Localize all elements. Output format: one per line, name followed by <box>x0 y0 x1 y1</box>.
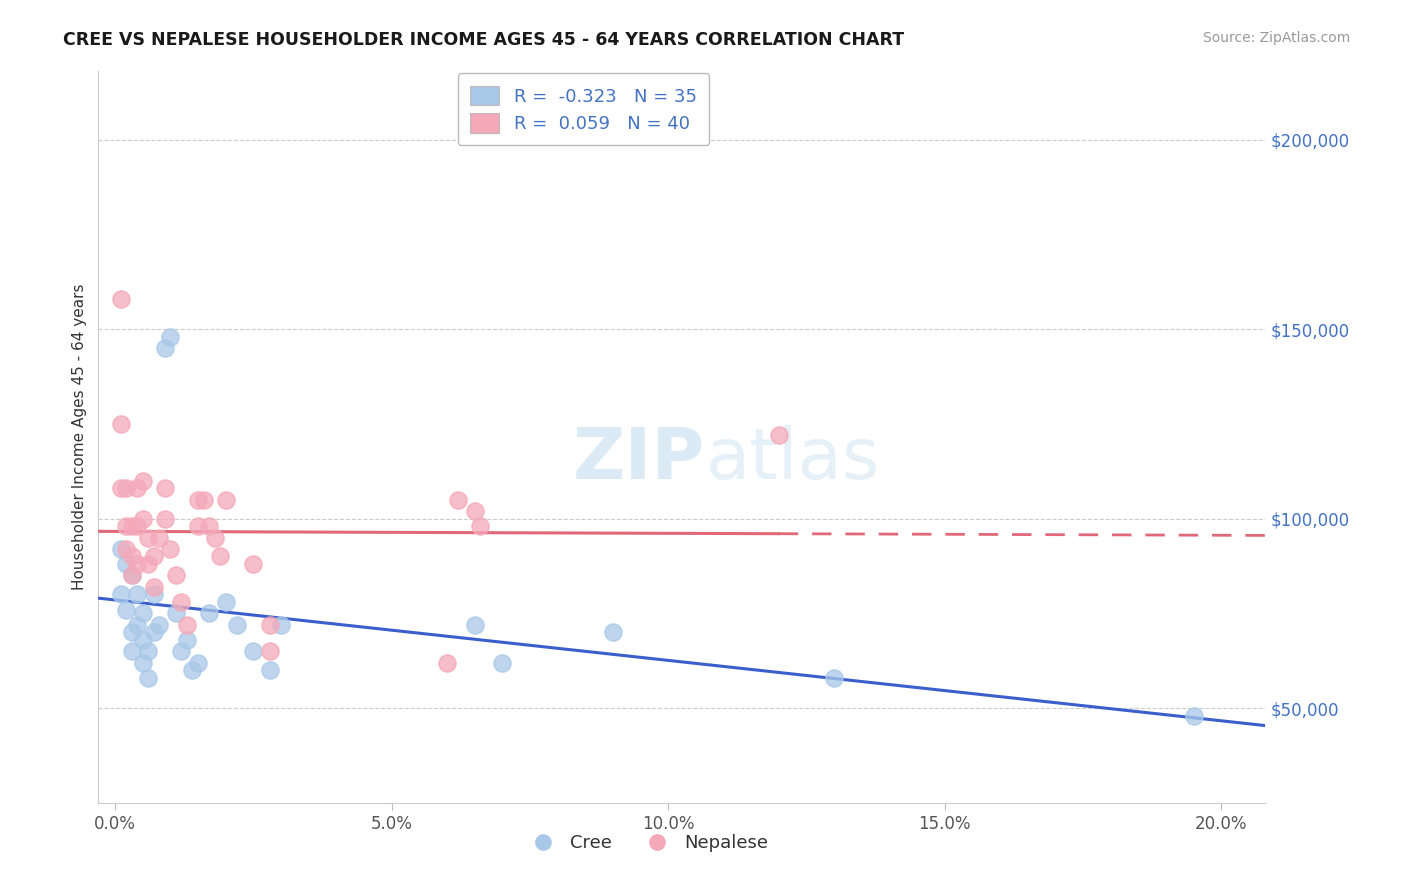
Point <box>127 617 149 632</box>
Point <box>153 341 176 355</box>
Point <box>142 549 165 564</box>
Legend: Cree, Nepalese: Cree, Nepalese <box>517 827 776 860</box>
Point <box>121 644 143 658</box>
Point <box>187 519 209 533</box>
Point <box>1182 708 1205 723</box>
Point <box>121 625 143 640</box>
Point <box>131 607 153 621</box>
Point <box>153 511 176 525</box>
Point <box>214 595 236 609</box>
Point <box>823 671 845 685</box>
Point <box>131 632 153 647</box>
Point <box>127 587 149 601</box>
Point <box>115 541 138 556</box>
Point <box>159 541 181 556</box>
Point <box>110 417 132 431</box>
Text: atlas: atlas <box>706 425 880 493</box>
Point <box>131 656 153 670</box>
Point <box>148 617 170 632</box>
Point <box>225 617 247 632</box>
Point <box>204 531 226 545</box>
Text: Source: ZipAtlas.com: Source: ZipAtlas.com <box>1202 31 1350 45</box>
Point <box>110 481 132 495</box>
Point <box>447 492 470 507</box>
Point <box>242 644 264 658</box>
Point <box>165 568 187 582</box>
Point <box>115 602 138 616</box>
Point <box>768 428 790 442</box>
Point <box>136 671 159 685</box>
Text: CREE VS NEPALESE HOUSEHOLDER INCOME AGES 45 - 64 YEARS CORRELATION CHART: CREE VS NEPALESE HOUSEHOLDER INCOME AGES… <box>63 31 904 49</box>
Point <box>115 519 138 533</box>
Text: ZIP: ZIP <box>574 425 706 493</box>
Point <box>170 644 193 658</box>
Point <box>209 549 232 564</box>
Point <box>159 329 181 343</box>
Point <box>187 492 209 507</box>
Point <box>176 632 198 647</box>
Point <box>115 481 138 495</box>
Point <box>242 557 264 571</box>
Point <box>259 644 281 658</box>
Point <box>463 504 485 518</box>
Point <box>148 531 170 545</box>
Point <box>136 557 159 571</box>
Y-axis label: Householder Income Ages 45 - 64 years: Householder Income Ages 45 - 64 years <box>72 284 87 591</box>
Point <box>121 519 143 533</box>
Point <box>121 568 143 582</box>
Point <box>270 617 292 632</box>
Point <box>602 625 624 640</box>
Point <box>121 568 143 582</box>
Point <box>131 511 153 525</box>
Point <box>198 519 221 533</box>
Point <box>142 580 165 594</box>
Point <box>142 587 165 601</box>
Point <box>165 607 187 621</box>
Point <box>136 531 159 545</box>
Point <box>170 595 193 609</box>
Point <box>468 519 491 533</box>
Point <box>153 481 176 495</box>
Point <box>187 656 209 670</box>
Point <box>198 607 221 621</box>
Point <box>463 617 485 632</box>
Point <box>110 541 132 556</box>
Point <box>127 557 149 571</box>
Point <box>491 656 513 670</box>
Point <box>259 663 281 677</box>
Point <box>214 492 236 507</box>
Point <box>136 644 159 658</box>
Point <box>127 481 149 495</box>
Point <box>181 663 204 677</box>
Point <box>110 292 132 306</box>
Point <box>176 617 198 632</box>
Point <box>131 474 153 488</box>
Point <box>121 549 143 564</box>
Point <box>115 557 138 571</box>
Point <box>436 656 458 670</box>
Point <box>110 587 132 601</box>
Point <box>259 617 281 632</box>
Point <box>127 519 149 533</box>
Point <box>193 492 215 507</box>
Point <box>142 625 165 640</box>
